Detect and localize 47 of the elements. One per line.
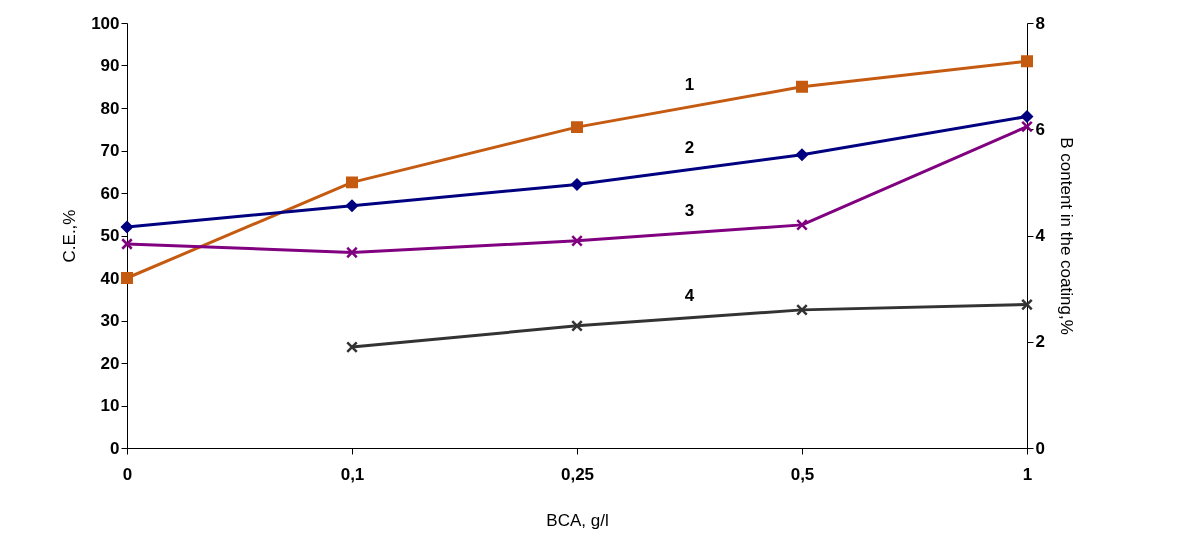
point <box>346 176 358 189</box>
y-tick-label: 50 <box>100 226 120 245</box>
point <box>571 178 583 191</box>
point <box>1021 55 1033 68</box>
point <box>571 234 583 247</box>
y-tick-label: 0 <box>110 438 120 458</box>
point <box>796 80 808 93</box>
x-axis-title: BCA, g/l <box>546 510 609 530</box>
point <box>571 319 583 332</box>
y-tick-label: 40 <box>100 268 120 288</box>
y-tick-label: 80 <box>100 98 120 118</box>
y-tick-label: 90 <box>100 56 120 75</box>
point <box>346 341 358 354</box>
y-tick-label: 30 <box>100 311 120 330</box>
point <box>1021 120 1033 133</box>
y-tick-label: 70 <box>100 141 120 160</box>
y-tick-label: 20 <box>100 353 120 373</box>
series-label: 1 <box>684 74 695 94</box>
series-label: 3 <box>684 200 695 220</box>
point <box>571 121 583 134</box>
x-tick-label: 0 <box>122 464 133 484</box>
y2-tick-label: 2 <box>1035 332 1045 352</box>
y2-tick-label: 8 <box>1035 13 1045 33</box>
y-tick-label: 10 <box>100 396 120 415</box>
point <box>1021 298 1033 311</box>
point <box>121 238 133 250</box>
x-tick-label: 0,25 <box>560 464 595 484</box>
x-tick-label: 0,1 <box>340 464 365 484</box>
series-label: 4 <box>684 285 695 305</box>
point <box>796 303 808 316</box>
point <box>121 221 133 233</box>
point <box>796 148 808 161</box>
point <box>121 272 133 284</box>
y-tick-label: 60 <box>100 183 120 203</box>
point <box>796 218 808 231</box>
x-tick-label: 1 <box>1022 464 1033 484</box>
y2-tick-label: 6 <box>1035 119 1045 139</box>
y2-axis-title: B content in the coating,% <box>1056 137 1076 335</box>
y-tick-label: 100 <box>91 13 120 33</box>
y-axis-title: C.E.,% <box>60 209 80 263</box>
point <box>346 246 358 259</box>
series-label: 2 <box>684 137 695 157</box>
point <box>1021 110 1033 123</box>
point <box>346 199 358 212</box>
y2-tick-label: 0 <box>1035 438 1045 458</box>
y2-tick-label: 4 <box>1035 226 1046 245</box>
x-tick-label: 0,5 <box>790 464 815 484</box>
